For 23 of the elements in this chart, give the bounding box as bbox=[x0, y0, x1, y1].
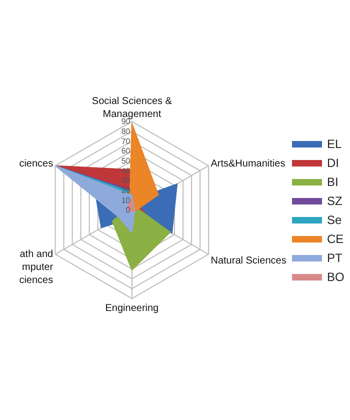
spoke-label: Social Sciences & Management bbox=[92, 96, 172, 120]
y-tick-label: 70 bbox=[121, 136, 131, 146]
y-tick-label: 30 bbox=[121, 176, 131, 186]
y-tick-label: 80 bbox=[121, 126, 131, 136]
y-tick-label: 40 bbox=[121, 166, 131, 176]
legend-label: SZ bbox=[327, 194, 342, 208]
legend-label: BI bbox=[327, 175, 338, 190]
legend-label: BO bbox=[327, 270, 344, 284]
y-tick-label: 0 bbox=[126, 206, 131, 215]
y-tick-label: 50 bbox=[121, 156, 131, 166]
spoke-label: Arts&Humanities bbox=[210, 158, 286, 170]
spoke-label: Engineering bbox=[105, 303, 159, 314]
y-tick-label: 60 bbox=[121, 146, 131, 156]
legend-label: CE bbox=[327, 232, 344, 246]
spoke-label: Natural Sciences bbox=[210, 256, 286, 267]
legend-label: PT bbox=[327, 251, 344, 266]
y-tick-label: 90 bbox=[121, 117, 131, 126]
spoke-label: ciences bbox=[19, 158, 54, 170]
y-tick-label: 10 bbox=[121, 196, 131, 205]
legend-label: EL bbox=[327, 137, 342, 152]
legend-label: Se bbox=[327, 213, 342, 228]
legend-label: DI bbox=[327, 156, 339, 170]
spoke-label: ath and mputer ciences bbox=[19, 249, 54, 286]
